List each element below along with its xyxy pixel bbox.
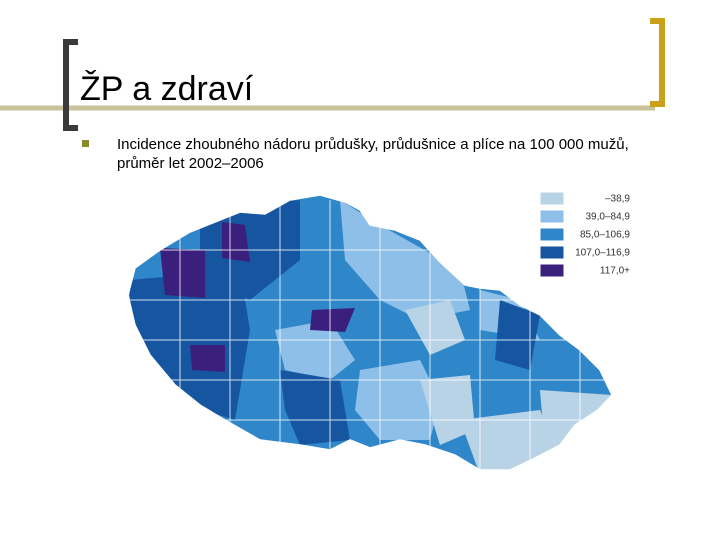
legend-label: 107,0–116,9: [575, 248, 630, 259]
right-bracket: [650, 18, 665, 107]
bullet-text: Incidence zhoubného nádoru průdušky, prů…: [117, 136, 629, 172]
left-bracket: [63, 39, 78, 131]
legend-swatch: [539, 227, 565, 242]
bullet-marker: [82, 140, 89, 147]
legend-label: –38,9: [605, 194, 630, 205]
legend-label: 117,0+: [600, 266, 630, 277]
legend-label: 85,0–106,9: [580, 230, 630, 241]
legend-swatch: [539, 191, 565, 206]
legend: –38,9 39,0–84,9 85,0–106,9 107,0–116,9 117,0…: [539, 191, 631, 278]
legend-swatch: [539, 245, 565, 260]
legend-label: 39,0–84,9: [586, 212, 631, 223]
title: ŽP a zdraví: [80, 70, 254, 108]
legend-swatch: [539, 209, 565, 224]
legend-swatch: [539, 263, 565, 278]
